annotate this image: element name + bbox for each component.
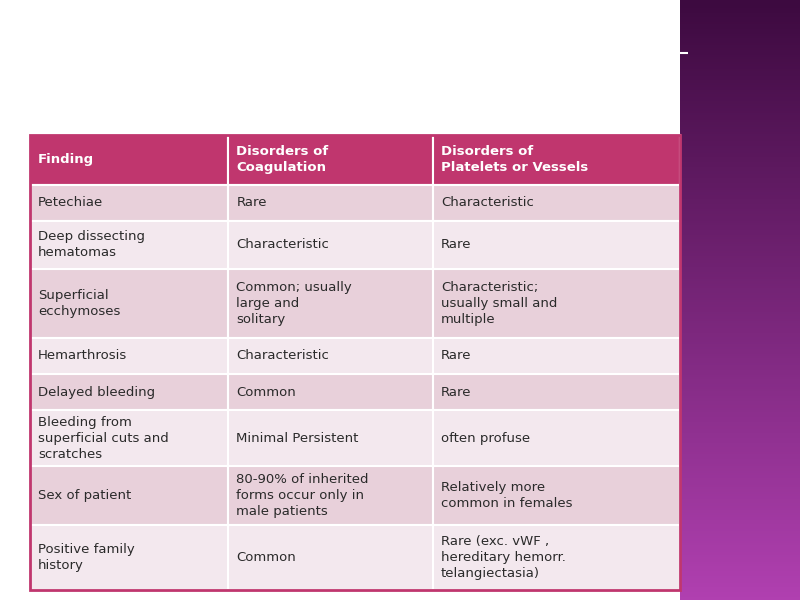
Text: often profuse: often profuse [441,431,530,445]
Text: and  purpuric disorders: and purpuric disorders [210,72,494,92]
Bar [433,338,680,374]
Bar [228,525,433,590]
Text: Finding: Finding [38,154,94,166]
Text: Rare (exc. vWF ,
hereditary hemorr.
telangiectasia): Rare (exc. vWF , hereditary hemorr. tela… [441,535,566,580]
Bar [433,135,680,185]
Bar [433,525,680,590]
Text: Rare: Rare [441,386,471,398]
Bar [30,374,228,410]
Bar [433,221,680,269]
Text: Bleeding from
superficial cuts and
scratches: Bleeding from superficial cuts and scrat… [38,416,169,461]
Bar [228,185,433,221]
Text: Delayed bleeding: Delayed bleeding [38,386,155,398]
Bar [30,135,228,185]
Text: Characteristic: Characteristic [236,238,329,251]
Bar [30,466,228,525]
Text: Differential diagnosis between coagulation disorders: Differential diagnosis between coagulati… [30,19,674,38]
Bar [433,466,680,525]
Text: Hemarthrosis: Hemarthrosis [38,349,127,362]
Text: Disorders of
Coagulation: Disorders of Coagulation [236,145,329,175]
Text: Deep dissecting
hematomas: Deep dissecting hematomas [38,230,145,259]
Text: Petechiae: Petechiae [38,196,103,209]
Text: Common; usually
large and
solitary: Common; usually large and solitary [236,281,352,326]
Bar [228,466,433,525]
Text: Superficial
ecchymoses: Superficial ecchymoses [38,289,120,318]
Text: Characteristic: Characteristic [441,196,534,209]
Text: Rare: Rare [236,196,266,209]
Bar [433,269,680,338]
Bar [228,269,433,338]
Bar [228,338,433,374]
Bar [30,338,228,374]
Bar [433,185,680,221]
Text: Sex of patient: Sex of patient [38,489,131,502]
Text: Rare: Rare [441,238,471,251]
Text: Characteristic: Characteristic [236,349,329,362]
Bar [433,410,680,466]
Bar [228,410,433,466]
Bar [30,269,228,338]
Text: Minimal Persistent: Minimal Persistent [236,431,358,445]
Bar [30,525,228,590]
Text: Relatively more
common in females: Relatively more common in females [441,481,573,510]
Text: Positive family
history: Positive family history [38,543,134,572]
Text: Rare: Rare [441,349,471,362]
Bar [228,374,433,410]
Bar [228,221,433,269]
Bar [30,410,228,466]
Text: Characteristic;
usually small and
multiple: Characteristic; usually small and multip… [441,281,558,326]
Bar [228,135,433,185]
Bar [433,374,680,410]
Bar [30,221,228,269]
Text: 80-90% of inherited
forms occur only in
male patients: 80-90% of inherited forms occur only in … [236,473,369,518]
Text: Common: Common [236,551,296,564]
Text: Disorders of
Platelets or Vessels: Disorders of Platelets or Vessels [441,145,588,175]
Text: Common: Common [236,386,296,398]
Bar [30,185,228,221]
